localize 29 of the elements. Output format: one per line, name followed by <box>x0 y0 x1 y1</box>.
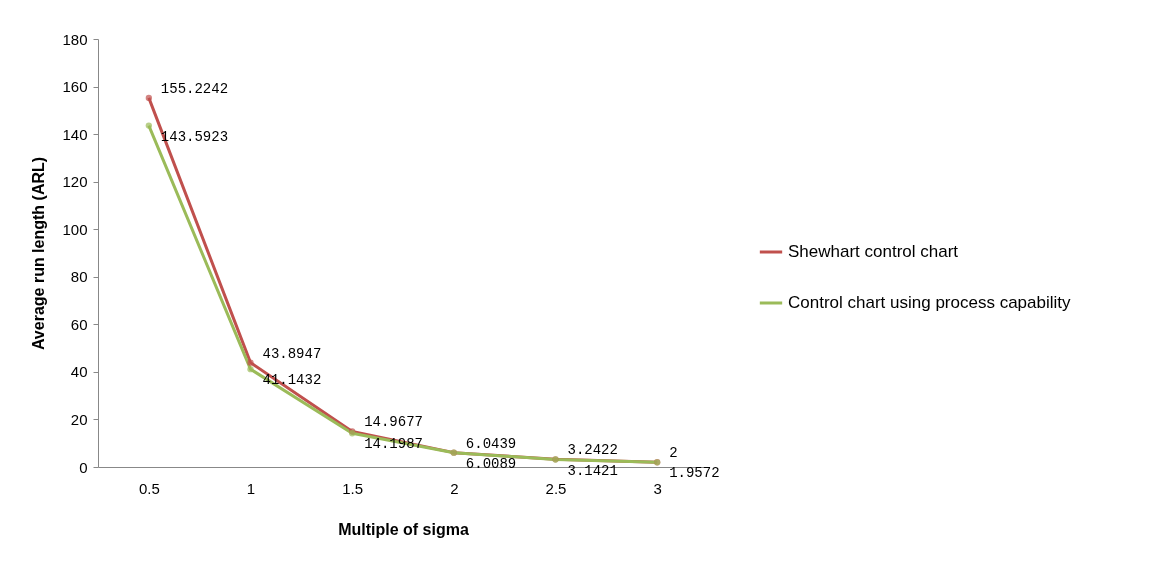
x-tick-label: 2.5 <box>545 479 567 497</box>
legend-label: Control chart using process capability <box>788 293 1072 312</box>
y-tick-label: 140 <box>62 125 88 143</box>
x-tick-label: 1 <box>246 479 256 497</box>
data-label: 3.2422 <box>567 442 618 459</box>
data-label: 3.1421 <box>567 462 618 479</box>
x-axis-title: Multiple of sigma <box>338 520 469 538</box>
legend-label: Shewhart control chart <box>788 242 959 261</box>
x-tick-label: 0.5 <box>138 479 160 497</box>
data-label: 155.2242 <box>160 80 229 97</box>
data-label: 14.9677 <box>364 414 423 431</box>
y-tick-label: 20 <box>70 410 88 428</box>
y-tick-label: 180 <box>62 30 88 48</box>
y-tick-label: 80 <box>70 268 88 286</box>
data-label: 6.0439 <box>465 435 517 452</box>
y-tick-label: 0 <box>79 458 88 476</box>
y-axis-title: Average run length (ARL) <box>30 156 48 351</box>
x-tick-label: 2 <box>450 479 459 497</box>
y-tick-label: 120 <box>62 173 88 191</box>
x-tick-label: 3 <box>653 479 662 497</box>
data-label: 6.0089 <box>465 455 517 472</box>
data-label: 43.8947 <box>262 345 322 362</box>
x-tick-label: 1.5 <box>342 479 364 497</box>
data-label: 1.9572 <box>669 465 720 482</box>
y-tick-label: 40 <box>70 363 88 381</box>
y-tick-label: 160 <box>62 78 88 96</box>
y-tick-label: 100 <box>62 220 88 238</box>
data-label: 2 <box>669 445 678 462</box>
y-tick-label: 60 <box>70 315 88 333</box>
